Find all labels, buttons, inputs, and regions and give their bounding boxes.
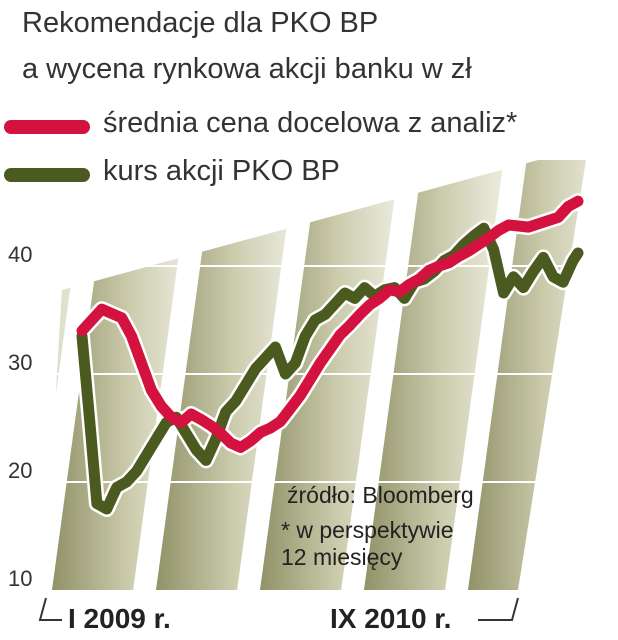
legend-label-target-price: średnia cena docelowa z analiz* [103, 107, 518, 139]
series-line-share-price [76, 222, 584, 515]
series-lines [74, 193, 586, 517]
plot-stripe [572, 160, 586, 590]
y-axis: 10 20 30 40 [8, 242, 32, 591]
legend-item-target-price: średnia cena docelowa z analiz* [0, 104, 618, 144]
legend-item-share-price: kurs akcji PKO BP [0, 152, 618, 192]
plot-stripe [156, 160, 298, 590]
footnote-line-2: 12 miesięcy [281, 544, 403, 570]
plot-stripe [260, 160, 402, 590]
legend-label-share-price: kurs akcji PKO BP [103, 155, 340, 187]
series-line-target-price [76, 195, 584, 453]
x-axis: I 2009 r. IX 2010 r. [38, 597, 519, 634]
x-axis-bracket-left [38, 597, 62, 621]
legend-swatch-green [4, 168, 90, 182]
chart-title-line-1: Rekomendacje dla PKO BP [22, 7, 379, 39]
chart-title-line-2: a wycena rynkowa akcji banku w zł [22, 53, 472, 85]
y-tick-label: 30 [8, 350, 32, 375]
y-tick-label: 40 [8, 242, 32, 267]
plot-stripe [364, 160, 506, 590]
legend-swatch-red [4, 120, 90, 134]
y-tick-label: 20 [8, 458, 32, 483]
x-tick-label-end: IX 2010 r. [330, 603, 451, 634]
x-axis-bracket-right [478, 597, 519, 621]
footnote-line-1: * w perspektywie [281, 517, 454, 543]
x-tick-label-start: I 2009 r. [68, 603, 171, 634]
source-note: źródło: Bloomberg [287, 482, 474, 508]
y-tick-label: 10 [8, 566, 32, 591]
